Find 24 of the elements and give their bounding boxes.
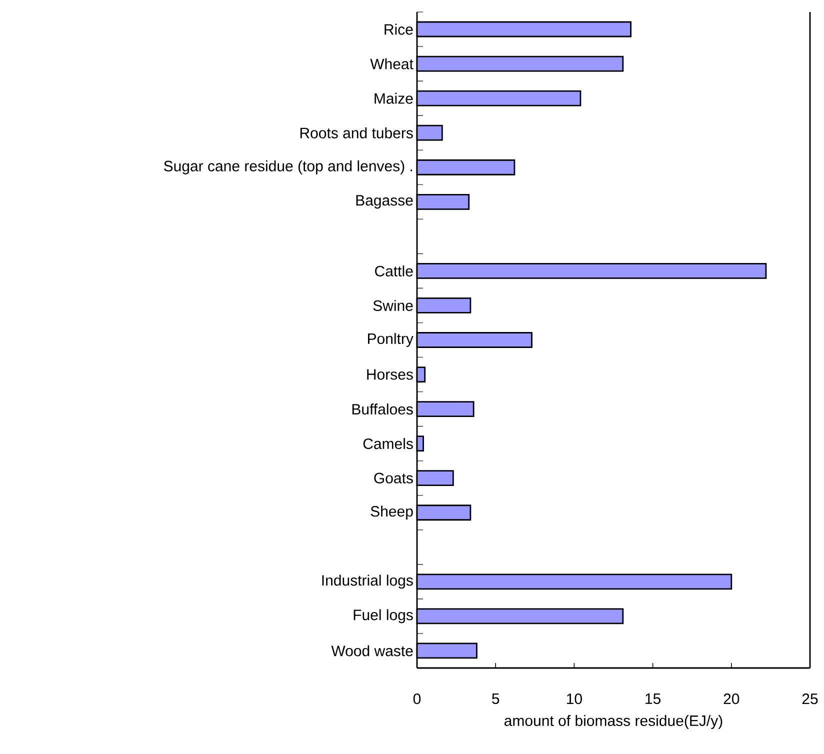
y-tick-label: Fuel logs xyxy=(354,609,413,624)
x-tick-label: 25 xyxy=(802,694,818,704)
y-tick-label: Roots and tubers xyxy=(300,127,413,138)
y-tick-label: Wheat xyxy=(370,58,414,70)
y-tick-label: Swine xyxy=(373,300,413,311)
x-tick-label: 5 xyxy=(492,694,500,704)
y-tick-label: Horses xyxy=(367,369,413,380)
x-axis-title: amount of biomass residue(EJ/y) xyxy=(504,715,722,729)
x-tick-label: 20 xyxy=(724,694,740,704)
y-tick-label: Wood waste xyxy=(331,645,413,656)
y-tick-label: Ponltry xyxy=(368,333,414,347)
y-tick-label: Maize xyxy=(374,92,413,104)
y-tick-label: Cattle xyxy=(375,265,413,276)
y-tick-label: Sheep xyxy=(370,506,413,520)
y-tick-label: Buffaloes xyxy=(352,404,413,415)
y-tick-label: Industrial logs xyxy=(322,574,413,589)
x-tick-label: 15 xyxy=(646,694,661,704)
y-tick-label: Rice xyxy=(384,24,413,35)
y-tick-label: Bagasse xyxy=(356,195,413,209)
x-tick-label: 10 xyxy=(567,694,582,704)
y-tick-label: Sugar cane residue (top and lenves) . xyxy=(164,160,412,174)
x-tick-label: 0 xyxy=(413,694,421,704)
y-tick-label: Goats xyxy=(374,472,413,484)
y-tick-label: Camels xyxy=(363,438,413,450)
